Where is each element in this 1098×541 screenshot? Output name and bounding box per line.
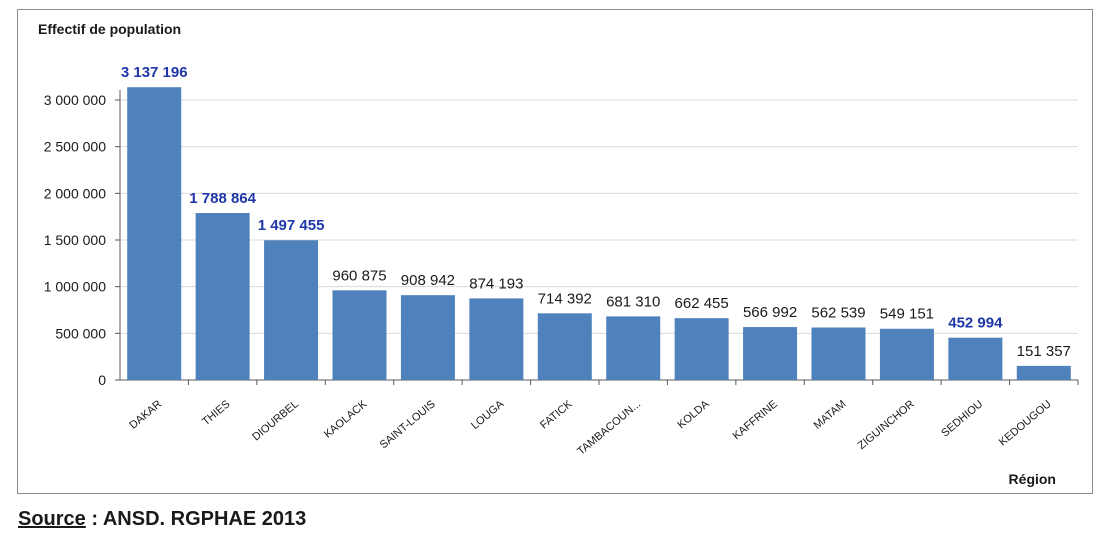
source-label: Source (18, 508, 86, 530)
bar (743, 327, 798, 380)
x-tick-label: KOLDA (675, 398, 712, 432)
data-label: 874 193 (469, 275, 523, 292)
x-axis-title: Région (1009, 471, 1056, 487)
bar (606, 316, 661, 380)
y-tick-label: 500 000 (55, 325, 106, 341)
data-label: 1 788 864 (189, 190, 256, 207)
bar (400, 295, 455, 380)
y-tick-label: 0 (98, 372, 106, 388)
chart-frame: 0 500 000 1 000 000 1 500 000 2 000 000 2 500… (17, 9, 1093, 494)
y-axis-title: Effectif de population (38, 21, 181, 37)
data-label: 1 497 455 (258, 217, 325, 234)
data-label: 714 392 (538, 290, 592, 307)
y-tick-label: 3 000 000 (44, 92, 106, 108)
bar-chart: 0 500 000 1 000 000 1 500 000 2 000 000 2 500… (38, 21, 1079, 487)
x-tick-label: FATICK (538, 398, 575, 432)
bar (1016, 365, 1071, 380)
x-tick-label: MATAM (812, 398, 849, 432)
bar (264, 240, 319, 380)
x-tick-label: ZIGUINCHOR (856, 398, 917, 452)
x-tick-label: THIES (200, 398, 233, 428)
x-tick-label: LOUGA (469, 398, 507, 432)
x-tick-label: KAOLACK (322, 398, 370, 441)
y-tick-label: 2 000 000 (44, 185, 106, 201)
bar (195, 213, 250, 380)
x-tick-label: SAINT-LOUIS (378, 398, 438, 451)
data-label: 452 994 (948, 315, 1003, 332)
source-text: : ANSD. RGPHAE 2013 (85, 508, 307, 530)
data-label: 960 875 (332, 267, 386, 284)
data-label: 681 310 (606, 293, 660, 310)
bar (948, 337, 1003, 380)
y-tick-label: 1 000 000 (44, 279, 106, 295)
x-tick-label: SEDHIOU (939, 398, 985, 439)
data-label: 3 137 196 (121, 64, 188, 81)
x-tick-label: DAKAR (127, 398, 164, 432)
y-tick-label: 2 500 000 (44, 139, 106, 155)
x-tick-label: KEDOUGOU (997, 398, 1054, 448)
x-tick-label: DIOURBEL (250, 398, 301, 443)
y-tick-label: 1 500 000 (44, 232, 106, 248)
x-tick-label: KAFFRINE (731, 398, 780, 442)
bar (537, 313, 592, 380)
bar (469, 298, 524, 380)
data-label: 549 151 (880, 306, 934, 323)
bar (127, 87, 182, 380)
bar (674, 318, 729, 380)
bar (811, 327, 866, 380)
bar (332, 290, 387, 380)
x-tick-label: TAMBACOUN... (575, 398, 643, 458)
data-label: 151 357 (1017, 343, 1071, 360)
data-label: 908 942 (401, 272, 455, 289)
bar (879, 328, 934, 380)
data-label: 662 455 (675, 295, 729, 312)
data-label: 562 539 (811, 304, 865, 321)
source-note: Source : ANSD. RGPHAE 2013 (18, 508, 306, 531)
data-label: 566 992 (743, 304, 797, 321)
